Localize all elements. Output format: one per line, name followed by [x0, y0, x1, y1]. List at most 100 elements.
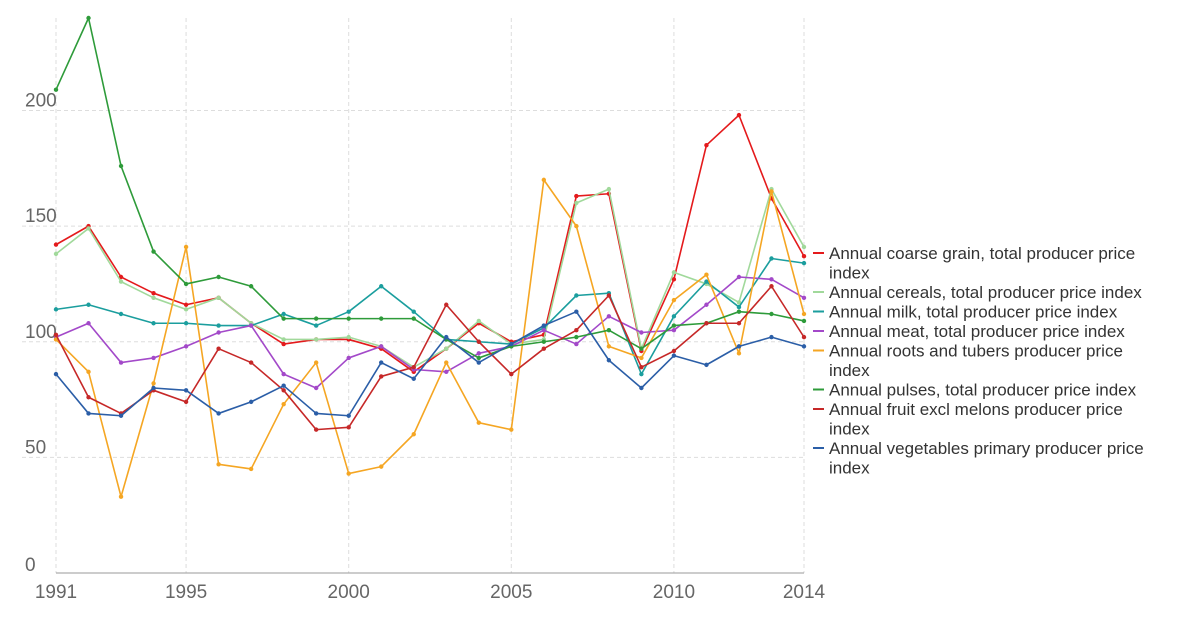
data-point [183, 388, 189, 393]
data-point [281, 401, 286, 407]
data-point [541, 177, 547, 183]
data-point [704, 272, 709, 277]
data-point [736, 309, 742, 314]
data-point [118, 311, 124, 317]
data-point [509, 427, 514, 432]
data-point [313, 316, 319, 321]
data-point [313, 337, 319, 342]
data-point [639, 355, 644, 361]
data-point [313, 411, 319, 416]
data-point [671, 314, 677, 319]
data-point [183, 307, 189, 312]
data-point [509, 341, 514, 347]
data-point [86, 411, 91, 416]
data-point [379, 284, 384, 289]
series-6 [53, 284, 807, 432]
data-point [379, 316, 384, 321]
data-point [118, 163, 124, 169]
data-point [151, 355, 156, 361]
x-tick-label: 2014 [783, 582, 826, 603]
data-point [671, 277, 677, 282]
data-point [118, 413, 124, 418]
data-point [281, 311, 286, 317]
data-point [346, 425, 351, 430]
data-point [411, 316, 416, 321]
legend-label: index [829, 361, 870, 380]
data-point [704, 302, 709, 307]
data-point [769, 277, 774, 282]
data-point [346, 309, 351, 314]
data-point [801, 253, 807, 259]
y-tick-label: 0 [25, 555, 36, 576]
data-point [704, 279, 709, 284]
legend-item: Annual fruit excl melons producer pricei… [813, 400, 1123, 439]
data-point [346, 334, 351, 340]
data-point [671, 323, 677, 328]
data-point [606, 327, 612, 333]
data-point [736, 304, 742, 310]
data-point [444, 334, 449, 340]
data-point [411, 309, 416, 314]
data-point [151, 249, 156, 254]
data-point [736, 321, 742, 326]
data-point [476, 420, 481, 425]
data-point [736, 274, 742, 280]
series-7 [53, 309, 807, 418]
data-point [801, 244, 807, 250]
data-point [476, 318, 481, 324]
data-point [574, 309, 579, 314]
data-point [379, 374, 384, 379]
data-point [281, 383, 286, 388]
data-point [639, 330, 644, 335]
data-point [704, 142, 709, 148]
data-point [606, 293, 612, 298]
legend-label: index [829, 264, 870, 283]
data-point [444, 346, 449, 351]
x-tick-label: 1995 [165, 582, 207, 603]
data-point [574, 334, 579, 340]
series-line [55, 276, 805, 389]
gridlines [22, 18, 805, 573]
data-point [801, 334, 807, 340]
data-point [281, 341, 286, 347]
series-3 [53, 274, 807, 391]
x-tick-label: 2000 [328, 582, 370, 603]
data-point [476, 360, 481, 365]
data-point [574, 341, 579, 347]
data-point [313, 427, 319, 432]
legend-label: Annual roots and tubers producer price [829, 342, 1123, 361]
series-line [55, 179, 805, 498]
data-point [671, 270, 677, 275]
data-point [281, 316, 286, 321]
data-point [346, 316, 351, 321]
x-tick-label: 1991 [35, 582, 77, 603]
data-point [86, 226, 91, 231]
series-5 [53, 15, 807, 361]
data-point [86, 15, 91, 21]
data-point [801, 260, 807, 266]
data-point [313, 360, 319, 365]
data-point [476, 339, 481, 344]
data-point [541, 327, 547, 333]
legend-label: Annual meat, total producer price index [829, 322, 1125, 341]
series-line [55, 114, 805, 373]
series-line [55, 285, 805, 431]
data-point [151, 321, 156, 326]
data-point [671, 348, 677, 354]
data-point [411, 376, 416, 381]
data-point [606, 314, 612, 319]
data-point [183, 281, 189, 287]
data-point [769, 334, 774, 340]
data-point [801, 344, 807, 349]
data-point [574, 200, 579, 206]
data-point [574, 293, 579, 298]
data-point [53, 87, 59, 92]
data-point [118, 274, 124, 280]
data-point [53, 307, 59, 312]
data-point [509, 371, 514, 377]
data-point [444, 302, 449, 307]
legend-item: Annual vegetables primary producer price… [813, 439, 1144, 478]
data-point [86, 369, 91, 375]
data-point [769, 256, 774, 261]
